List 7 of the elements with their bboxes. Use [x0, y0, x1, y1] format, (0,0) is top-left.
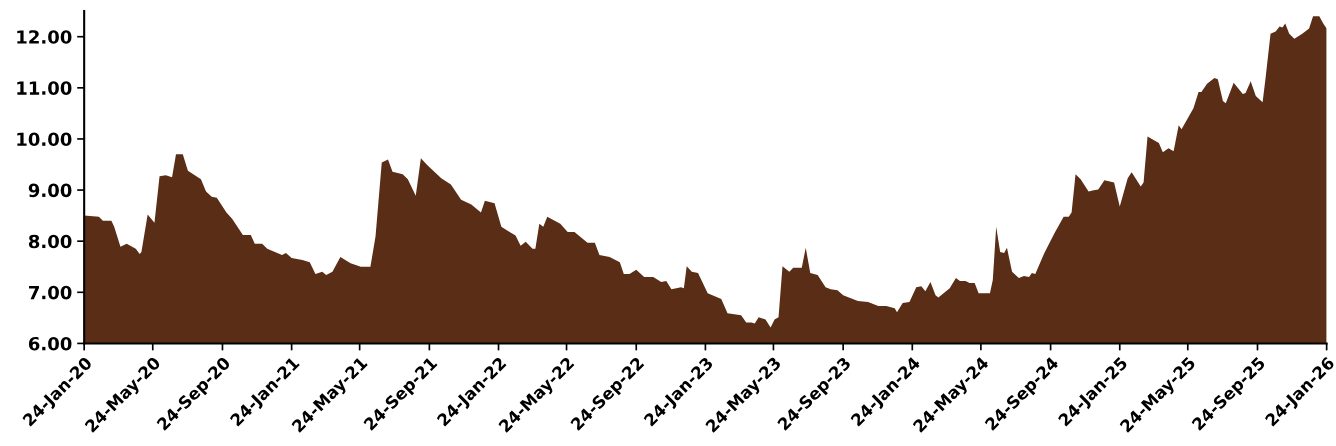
y-tick-label: 9.00: [28, 183, 72, 198]
y-tick-label: 7.00: [29, 285, 72, 300]
y-tick-label: 12.00: [17, 30, 72, 44]
y-tick-label: 6.00: [28, 336, 72, 351]
y-tick-label: 8.00: [28, 234, 72, 249]
y-tick-label: 10.00: [17, 132, 72, 147]
y-tick-label: 11.00: [17, 81, 72, 95]
